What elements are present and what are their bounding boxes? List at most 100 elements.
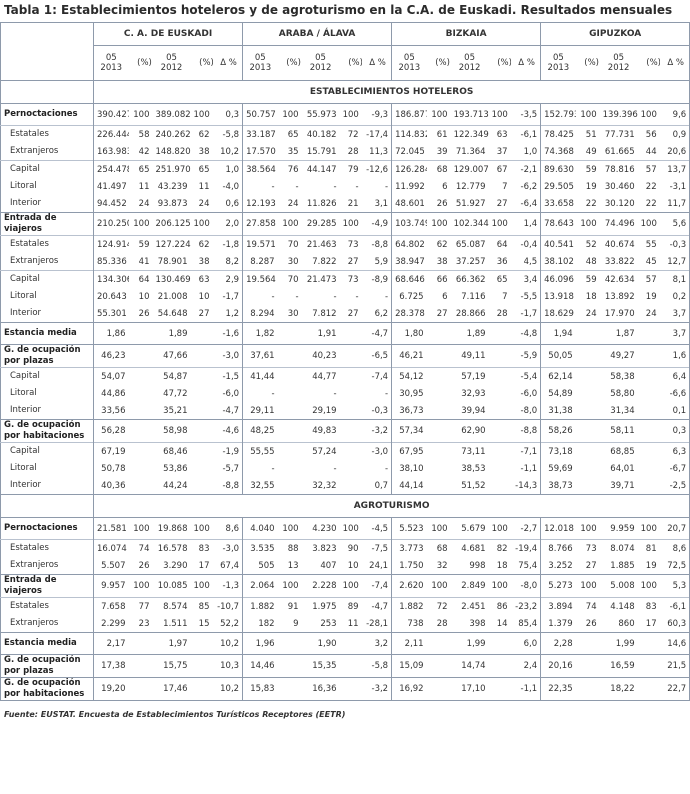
value-cell: 65 — [190, 160, 213, 178]
value-cell: 24 — [287, 198, 299, 209]
value-cell: -3,0 — [212, 344, 244, 368]
column-header: (%) — [190, 45, 213, 81]
section: ESTABLECIMIENTOS HOTELEROS — [0, 80, 690, 104]
empty-cell — [339, 677, 362, 701]
empty-cell — [340, 385, 362, 402]
empty-cell — [128, 632, 153, 655]
value-cell: 193.713 — [450, 103, 489, 126]
value-cell: 24 — [585, 308, 597, 319]
value-cell: 100 — [637, 212, 660, 236]
value-cell: 44,14 — [399, 480, 424, 491]
source-note: Fuente: EUSTAT. Encuesta de Establecimie… — [4, 710, 346, 719]
value-cell: - — [361, 460, 393, 477]
value-cell: 8.294 — [250, 308, 275, 319]
empty-cell — [277, 367, 302, 385]
value-cell: 38,10 — [399, 463, 424, 474]
value-cell: 8,6 — [212, 517, 244, 540]
value-cell: 7.116 — [461, 291, 486, 302]
value-cell: -3,1 — [659, 178, 690, 195]
value-cell: 73,18 — [540, 442, 576, 460]
value-cell: 46,23 — [93, 344, 129, 368]
value-cell: -6,7 — [659, 460, 690, 477]
value-cell: 14,6 — [659, 632, 690, 655]
empty-cell — [638, 402, 660, 420]
value-cell: 23 — [138, 618, 150, 629]
value-cell: 1,87 — [599, 322, 638, 345]
value-cell: 505 — [258, 560, 275, 571]
value-cell: 126.284 — [391, 160, 427, 178]
sub-row: Estatales226.44458240.26262-5,833.187654… — [0, 125, 690, 143]
value-cell: 16.578 — [152, 539, 191, 557]
value-cell: 63 — [190, 270, 213, 288]
empty-cell — [128, 442, 153, 460]
sub-row: Estatales 7.658 77 8.574 85 -10,7 1.882 91 1.975… — [0, 597, 690, 615]
empty-cell — [128, 367, 153, 385]
value-cell: 71.364 — [455, 146, 486, 157]
value-cell: - — [271, 388, 275, 399]
empty-cell — [190, 442, 213, 460]
value-cell: 3.823 — [301, 539, 340, 557]
value-cell: 100 — [277, 103, 302, 126]
value-cell: 83 — [637, 597, 660, 615]
value-cell: 5,9 — [361, 253, 393, 271]
group: Pernoctaciones390.427100389.0821000,350.… — [0, 103, 690, 213]
section-row: AGROTURISMO — [0, 494, 690, 518]
value-cell: 100 — [339, 103, 362, 126]
value-cell: 100 — [426, 212, 451, 236]
value-cell: 10,2 — [212, 143, 244, 161]
value-cell: 31,34 — [610, 405, 635, 416]
empty-cell — [427, 402, 451, 420]
value-cell: 251.970 — [152, 160, 191, 178]
value-cell: 3.290 — [163, 560, 188, 571]
empty-cell — [190, 367, 213, 385]
value-cell: 77 — [128, 597, 153, 615]
empty-cell — [190, 344, 213, 368]
value-cell: 21,5 — [659, 654, 690, 678]
value-cell: 6,4 — [659, 367, 690, 385]
empty-cell — [576, 460, 600, 477]
value-cell: 1.379 — [548, 618, 573, 629]
empty-cell — [637, 419, 660, 443]
value-cell: 20,6 — [659, 143, 690, 161]
value-cell: 226.444 — [93, 125, 129, 143]
value-cell: - — [361, 288, 393, 305]
column-header-text: 05 2012 — [607, 53, 630, 73]
value-cell: 16,59 — [599, 654, 638, 678]
value-cell: 17.970 — [604, 308, 635, 319]
value-cell: 860 — [618, 618, 635, 629]
value-cell: 100 — [128, 574, 153, 598]
value-cell: 0,6 — [212, 195, 244, 213]
main-row: Entrada de viajeros210.250100206.1251002… — [0, 212, 690, 236]
empty-cell — [488, 419, 511, 443]
value-cell: 60,3 — [659, 615, 690, 633]
value-cell: -10,7 — [212, 597, 244, 615]
value-cell: 21 — [347, 198, 359, 209]
value-cell: 19.868 — [152, 517, 191, 540]
column-header: Δ % — [361, 45, 393, 81]
row-label: Interior — [0, 305, 94, 323]
empty-cell — [426, 344, 451, 368]
value-cell: 8.766 — [540, 539, 576, 557]
value-cell: -1,5 — [212, 367, 244, 385]
value-cell: 0,9 — [659, 125, 690, 143]
empty-cell — [637, 442, 660, 460]
value-cell: 13.918 — [544, 291, 574, 302]
value-cell: 63 — [488, 125, 511, 143]
value-cell: 40.541 — [540, 235, 576, 253]
empty-cell — [575, 419, 600, 443]
value-cell: 85.336 — [97, 256, 127, 267]
value-cell: 129.007 — [450, 160, 489, 178]
value-cell: 65 — [277, 125, 302, 143]
empty-cell — [340, 477, 362, 495]
header-row: C. A. DE EUSKADI ARABA / ÁLAVA BIZKAIA GIPU… — [0, 22, 690, 81]
empty-cell — [575, 322, 600, 345]
value-cell: 74 — [128, 539, 153, 557]
group: Estancia media 1,86 1,89 -1,6 1,82 1,91 -4,7 1,… — [0, 322, 690, 345]
row-label: G. de ocupación por plazas — [0, 654, 94, 678]
column-header: (%) — [637, 45, 660, 81]
value-cell: -6,5 — [361, 344, 393, 368]
sub-row: Capital134.30664130.469632,919.5647021.4… — [0, 270, 690, 288]
column-header-text: (%) — [137, 58, 152, 68]
value-cell: - — [333, 291, 337, 302]
value-cell: 58,11 — [599, 419, 638, 443]
